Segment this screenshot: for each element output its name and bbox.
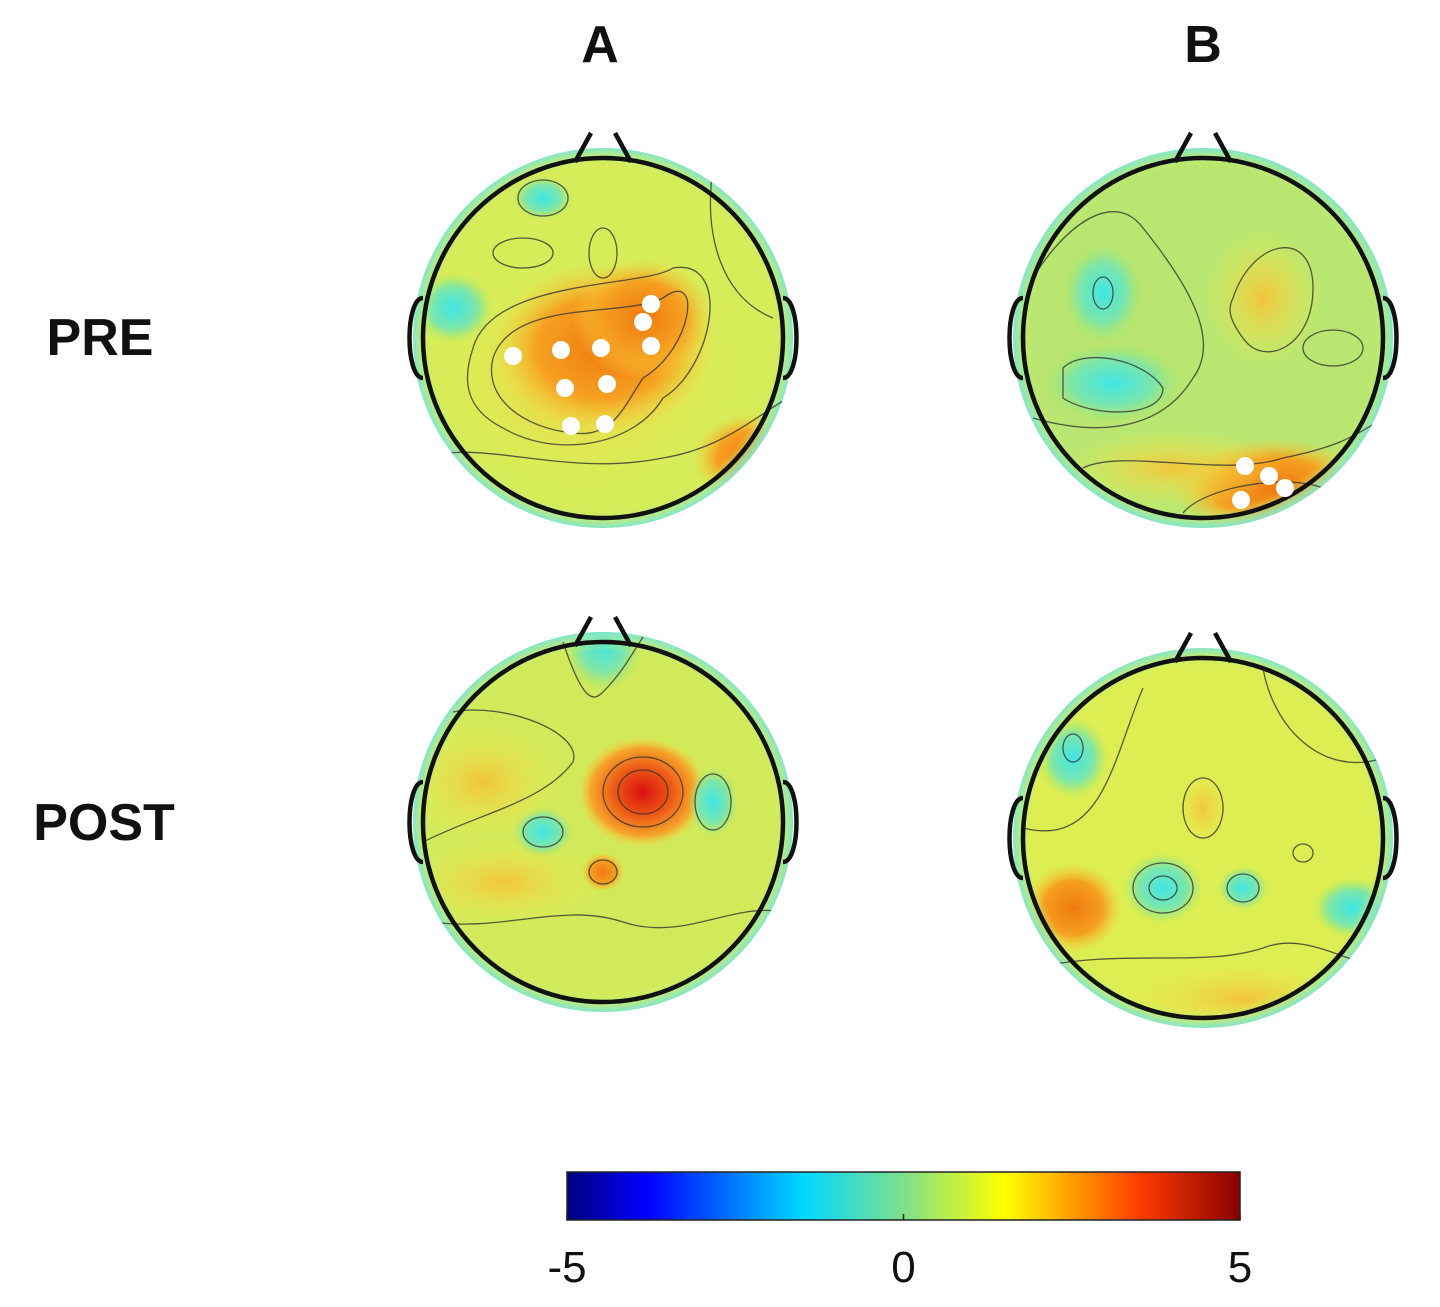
column-label: B: [1184, 16, 1222, 74]
tick-label: -5: [547, 1243, 586, 1292]
colorbar: [566, 1171, 1241, 1221]
row-label: PRE: [47, 309, 154, 367]
row-label: POST: [33, 794, 175, 852]
tick-label: 5: [1228, 1243, 1252, 1292]
column-label: A: [581, 16, 619, 74]
topomap: [1007, 631, 1399, 1028]
tick-label: 0: [891, 1243, 915, 1292]
topomap: [1007, 131, 1399, 528]
topomap: [407, 615, 799, 1012]
topomap: [407, 131, 799, 528]
significant-electrodes: [1232, 457, 1294, 509]
significant-electrodes: [504, 295, 660, 435]
